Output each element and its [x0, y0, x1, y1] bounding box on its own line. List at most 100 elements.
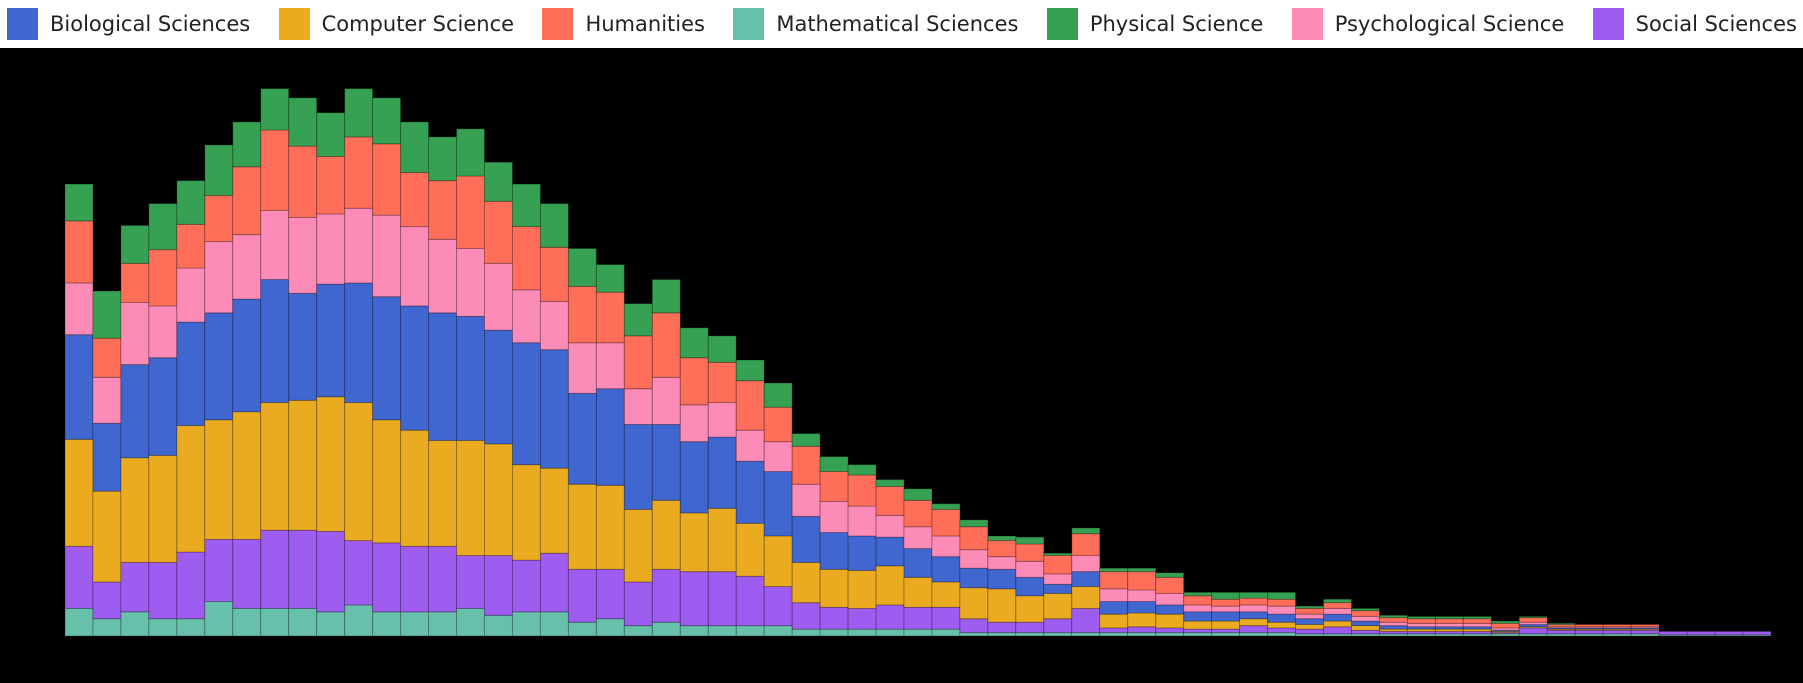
bar	[400, 611, 430, 637]
bar	[64, 183, 94, 222]
bar	[456, 175, 486, 249]
bar	[1378, 630, 1408, 635]
bar	[1295, 618, 1325, 625]
bar	[92, 490, 122, 583]
bar	[64, 545, 94, 609]
bar	[987, 632, 1017, 637]
bar	[1043, 552, 1073, 557]
bar	[316, 611, 346, 637]
bar	[1295, 607, 1325, 615]
bar	[1127, 626, 1157, 634]
bar	[92, 422, 122, 492]
bar	[260, 210, 290, 280]
bar	[176, 267, 206, 323]
bar	[623, 335, 653, 390]
bar	[1099, 613, 1129, 629]
bar	[372, 296, 402, 421]
bar	[623, 509, 653, 583]
bar	[204, 195, 234, 243]
bar	[959, 587, 989, 620]
bar	[987, 621, 1017, 634]
bar	[456, 607, 486, 637]
bar	[204, 312, 234, 421]
bar	[1574, 624, 1604, 628]
bar	[288, 292, 318, 401]
legend-swatch	[733, 8, 765, 40]
bar	[763, 382, 793, 408]
bar	[791, 445, 821, 485]
bar	[1239, 625, 1269, 634]
bar	[1378, 625, 1408, 630]
bar	[1518, 627, 1548, 635]
bar	[92, 376, 122, 424]
bar	[651, 568, 681, 623]
bar	[288, 529, 318, 609]
bar	[1155, 592, 1185, 606]
bar	[1714, 630, 1744, 636]
bar	[539, 203, 569, 248]
bar	[1658, 630, 1688, 636]
bar	[1015, 595, 1045, 623]
bar	[120, 561, 150, 613]
bar	[511, 183, 541, 228]
bar	[400, 545, 430, 613]
bar	[1127, 632, 1157, 637]
legend-label: Social Sciences	[1635, 12, 1797, 36]
bar	[288, 145, 318, 218]
bar	[819, 456, 849, 473]
bar	[987, 556, 1017, 570]
legend-label: Computer Science	[321, 12, 515, 36]
bar	[903, 576, 933, 608]
legend-swatch	[7, 8, 38, 40]
bar	[735, 625, 765, 637]
bar	[400, 429, 430, 547]
bar	[651, 376, 681, 425]
bar	[959, 549, 989, 569]
bar	[1518, 617, 1548, 623]
bar	[456, 555, 486, 609]
bar	[372, 214, 402, 298]
bar	[344, 402, 374, 542]
bar	[931, 628, 961, 637]
bar	[1406, 618, 1436, 624]
bar	[1071, 555, 1101, 573]
bar	[1434, 622, 1464, 628]
bar	[176, 180, 206, 225]
bar	[120, 457, 150, 563]
bar	[539, 467, 569, 554]
bar	[484, 329, 513, 445]
bar	[92, 618, 122, 637]
bar	[791, 602, 821, 630]
bar	[1267, 627, 1297, 634]
bar	[539, 300, 569, 351]
bar	[120, 302, 150, 366]
bar	[372, 419, 402, 544]
bar	[1323, 613, 1352, 622]
bar	[1071, 632, 1101, 637]
bar	[232, 607, 262, 637]
bar	[735, 429, 765, 462]
bar	[176, 618, 206, 637]
bar	[1043, 618, 1073, 634]
bar	[595, 618, 625, 637]
bar	[931, 606, 961, 630]
legend-label: Humanities	[585, 12, 705, 36]
legend: Biological Sciences Computer Science Human…	[0, 0, 1803, 48]
bar	[1183, 620, 1213, 630]
bar	[1434, 618, 1464, 624]
bar	[1239, 604, 1269, 613]
bar	[763, 586, 793, 627]
bar	[1323, 602, 1352, 609]
bar	[567, 285, 597, 344]
bar	[428, 312, 458, 442]
bar	[735, 359, 765, 382]
bar	[372, 542, 402, 613]
bar	[1043, 555, 1073, 575]
bar	[1155, 572, 1185, 578]
bar	[1155, 627, 1185, 634]
bar	[595, 264, 625, 293]
bar	[428, 136, 458, 182]
bar	[1071, 586, 1101, 609]
bar	[204, 241, 234, 314]
bar	[1295, 628, 1325, 635]
